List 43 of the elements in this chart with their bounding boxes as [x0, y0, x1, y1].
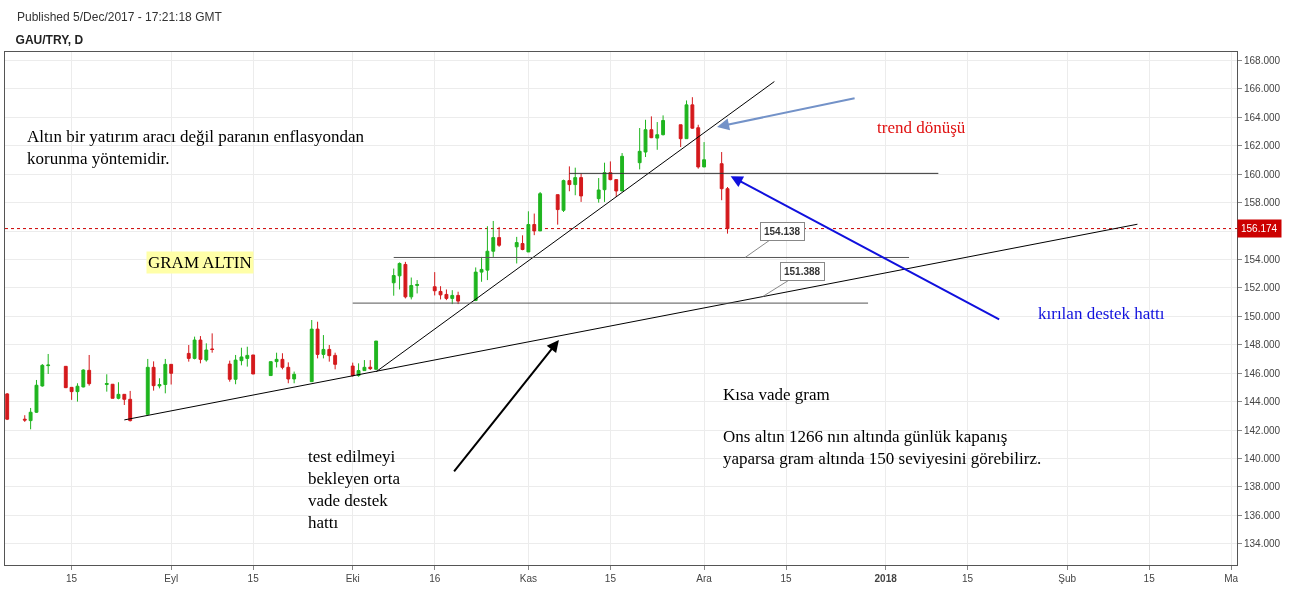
- annotation: kırılan destek hattı: [1038, 304, 1165, 323]
- y-tick-label: 152.000: [1244, 282, 1281, 294]
- x-tick-label: 15: [604, 573, 617, 584]
- y-tick-label: 140.000: [1244, 452, 1281, 464]
- annotation: Kısa vade gram: [723, 385, 830, 404]
- annotation: Altın bir yatırım aracı değil paranın enflasyondan korunma yöntemidir.: [27, 127, 365, 169]
- y-tick-label: 138.000: [1244, 481, 1281, 493]
- y-tick-label: 168.000: [1244, 55, 1281, 67]
- x-tick-label: Eki: [345, 573, 360, 584]
- y-tick-label: 144.000: [1244, 396, 1281, 408]
- x-tick-label: 16: [429, 573, 441, 584]
- x-tick-label: 15: [247, 573, 260, 584]
- annotation: GRAM ALTIN: [148, 253, 252, 272]
- annotation: trend dönüşü: [877, 118, 966, 137]
- text: Published 5/Dec/2017 - 17:21:18 GMT: [17, 10, 223, 24]
- y-tick-label: 164.000: [1244, 111, 1281, 123]
- annotation: 154.138: [764, 226, 801, 237]
- ref-line-label: 156.174: [1241, 223, 1278, 234]
- y-tick-label: 146.000: [1244, 367, 1281, 379]
- y-tick-label: 150.000: [1244, 310, 1281, 322]
- annotation: test edilmeyi bekleyen orta vade destek hattı: [308, 447, 401, 533]
- y-tick-label: 166.000: [1244, 83, 1281, 95]
- x-tick-label: 15: [962, 573, 974, 584]
- y-tick-label: 142.000: [1244, 424, 1281, 436]
- x-tick-label: 2018: [874, 573, 898, 584]
- x-tick-label: 15: [1143, 573, 1156, 584]
- x-tick-label: Kas: [519, 573, 538, 584]
- y-tick-label: 154.000: [1244, 253, 1281, 265]
- y-tick-label: 160.000: [1244, 168, 1281, 180]
- x-tick-label: Eyl: [164, 573, 179, 584]
- annotation: Ons altın 1266 nın altında günlük kapanış yaparsa gram altında 150 seviyesini görebilirz.: [723, 427, 1042, 469]
- annotation: 151.388: [784, 266, 821, 277]
- x-tick-label: 15: [780, 573, 793, 584]
- chart-title: GAU/TRY, D: [15, 33, 84, 48]
- y-tick-label: 162.000: [1244, 140, 1281, 152]
- x-tick-label: Ara: [696, 573, 713, 584]
- y-tick-label: 136.000: [1244, 509, 1281, 521]
- x-tick-label: Ma: [1224, 573, 1239, 584]
- y-tick-label: 148.000: [1244, 339, 1281, 351]
- y-tick-label: 134.000: [1244, 538, 1281, 550]
- x-tick-label: 15: [66, 573, 78, 584]
- y-tick-label: 158.000: [1244, 197, 1281, 209]
- x-tick-label: Şub: [1058, 573, 1077, 584]
